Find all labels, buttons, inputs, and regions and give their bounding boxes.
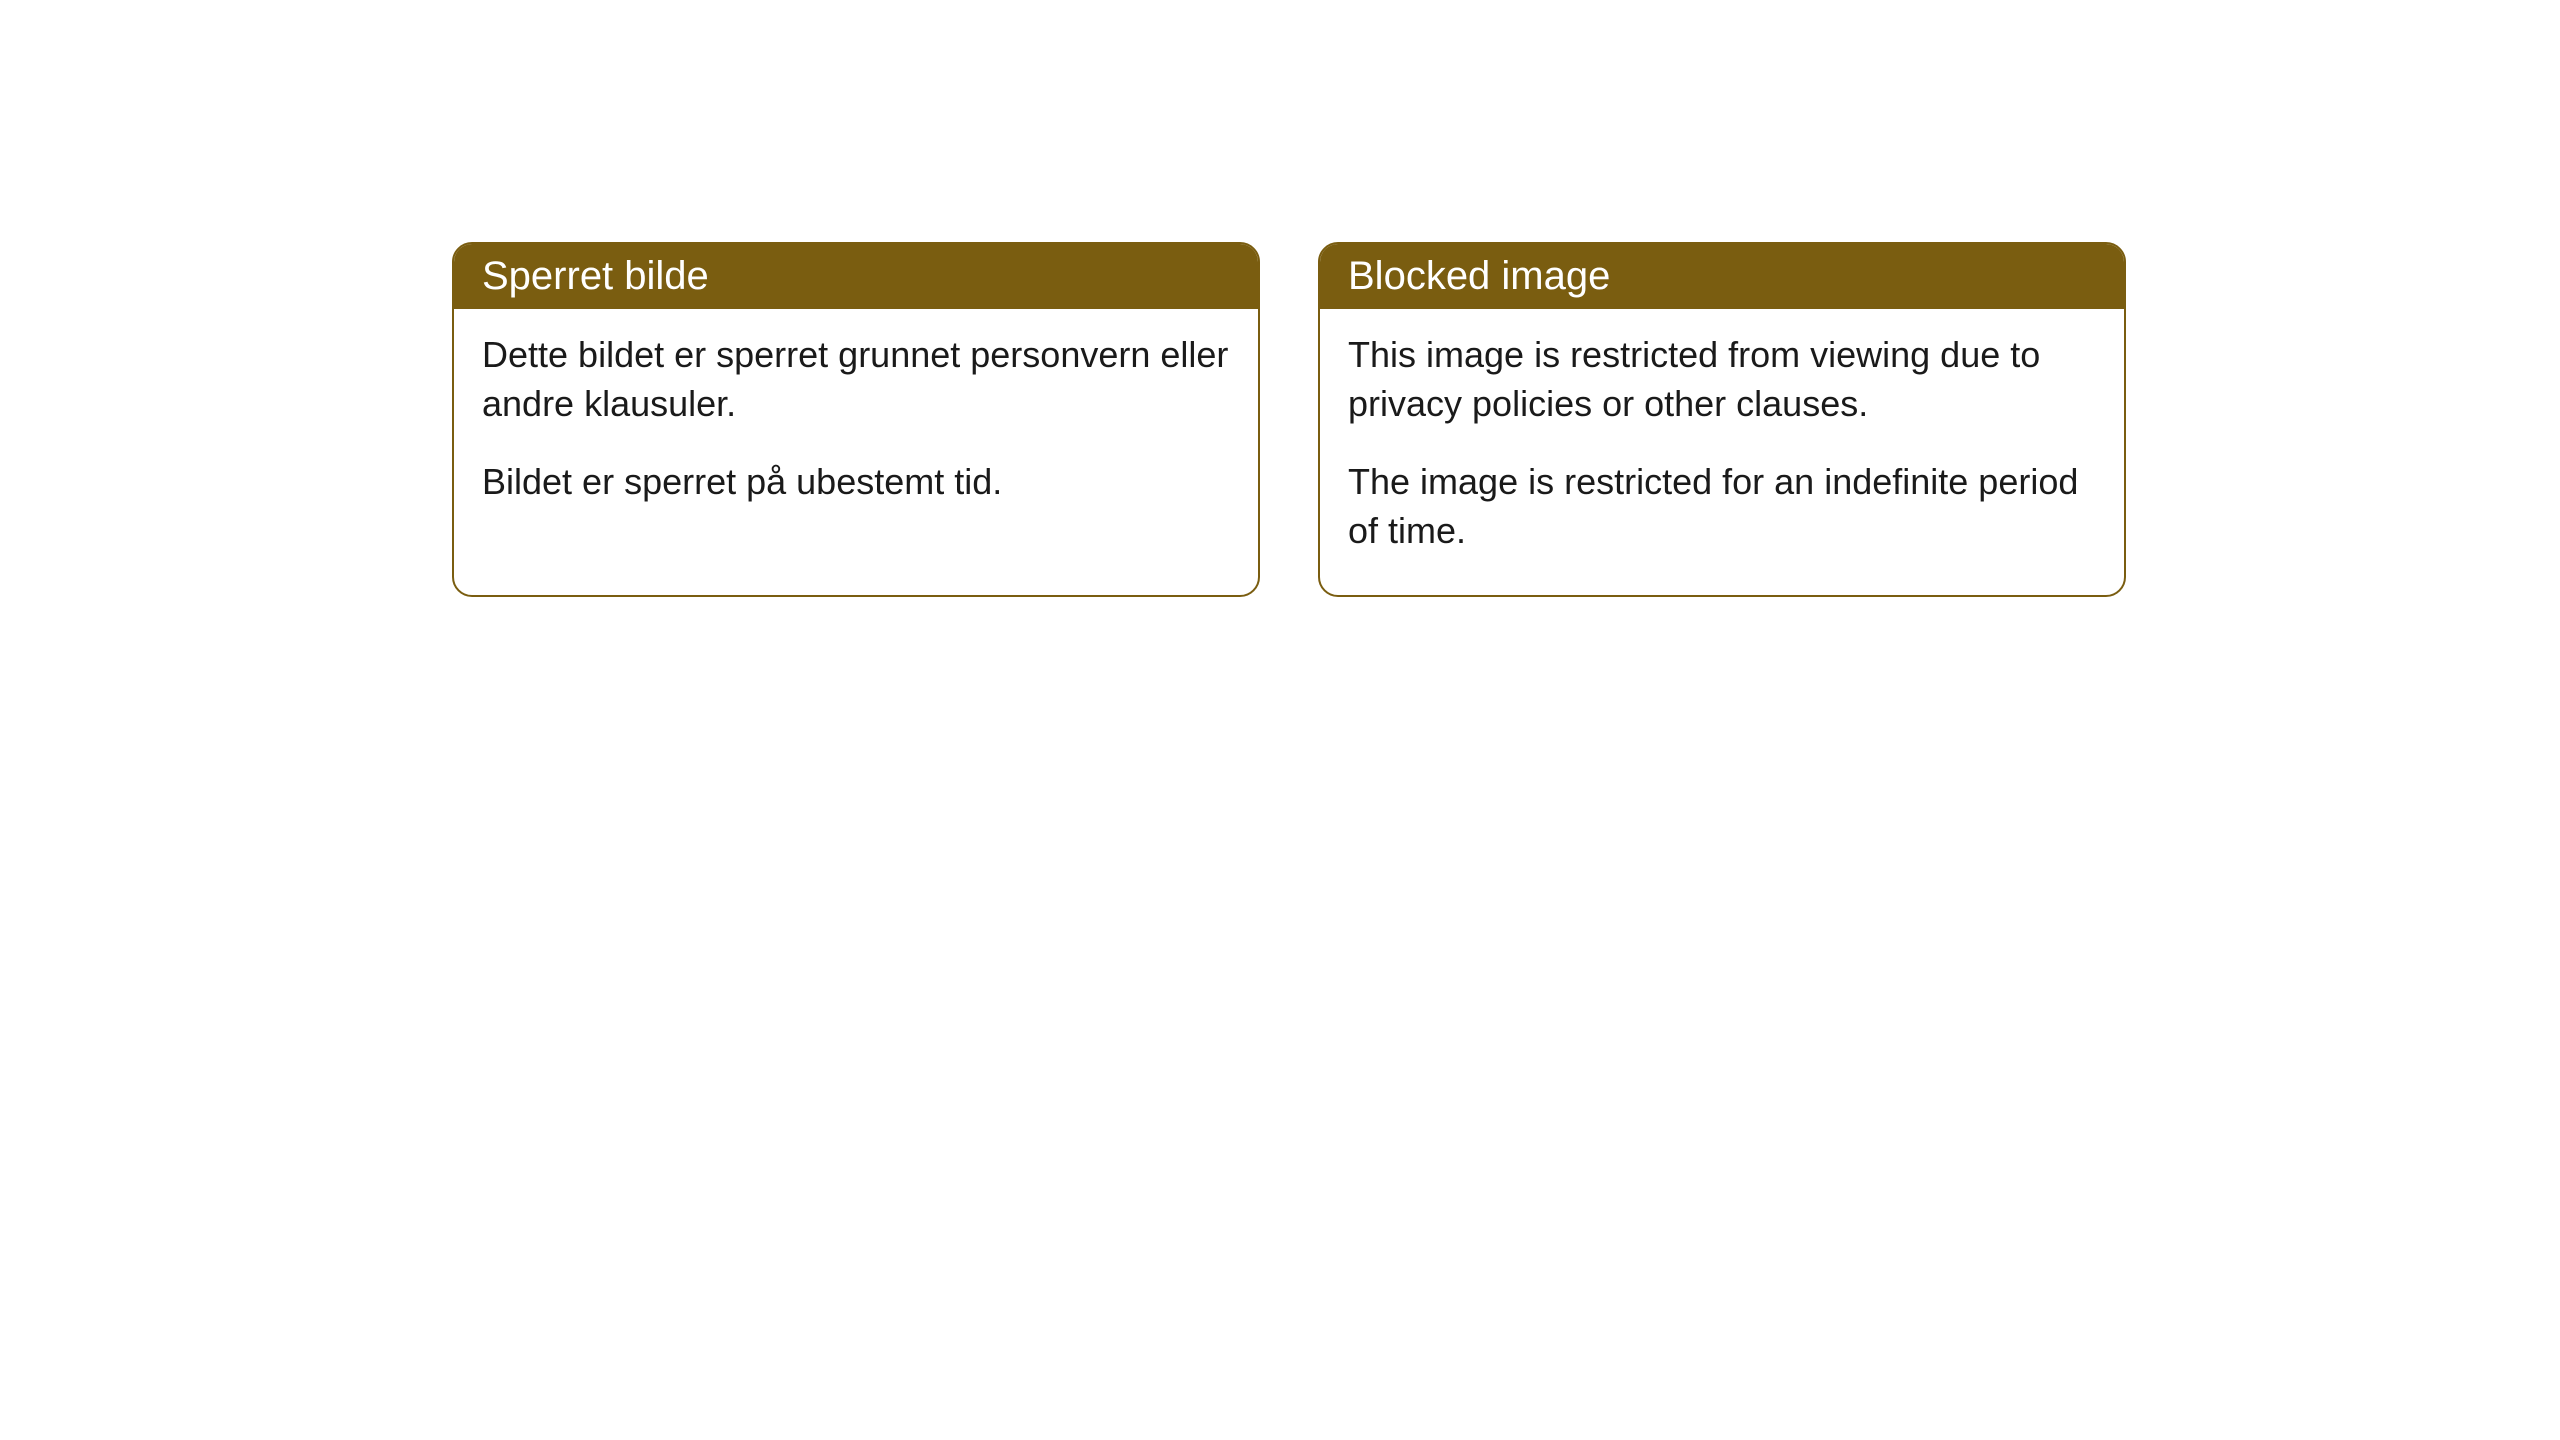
card-body-norwegian: Dette bildet er sperret grunnet personve… [454, 309, 1258, 547]
blocked-image-card-norwegian: Sperret bilde Dette bildet er sperret gr… [452, 242, 1260, 597]
card-text-paragraph-1: This image is restricted from viewing du… [1348, 331, 2096, 428]
info-cards-container: Sperret bilde Dette bildet er sperret gr… [452, 242, 2126, 597]
card-title: Blocked image [1348, 254, 1610, 298]
card-header-norwegian: Sperret bilde [454, 244, 1258, 309]
card-header-english: Blocked image [1320, 244, 2124, 309]
card-text-paragraph-1: Dette bildet er sperret grunnet personve… [482, 331, 1230, 428]
card-text-paragraph-2: Bildet er sperret på ubestemt tid. [482, 458, 1230, 507]
card-title: Sperret bilde [482, 254, 709, 298]
blocked-image-card-english: Blocked image This image is restricted f… [1318, 242, 2126, 597]
card-text-paragraph-2: The image is restricted for an indefinit… [1348, 458, 2096, 555]
card-body-english: This image is restricted from viewing du… [1320, 309, 2124, 595]
